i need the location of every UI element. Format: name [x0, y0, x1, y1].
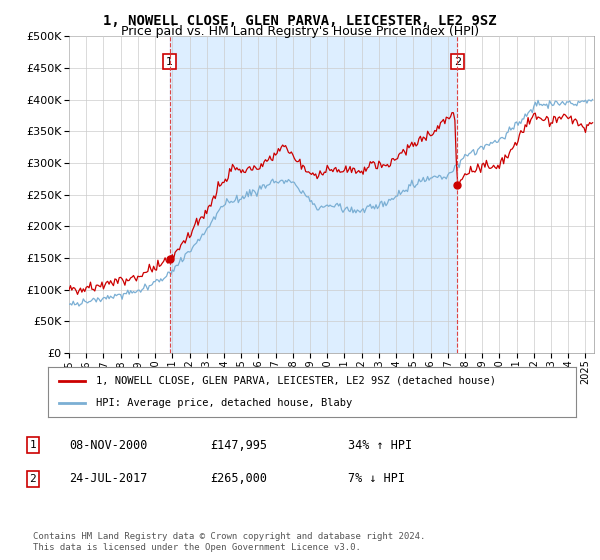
Text: 1: 1 [29, 440, 37, 450]
Text: £147,995: £147,995 [210, 438, 267, 452]
Text: HPI: Average price, detached house, Blaby: HPI: Average price, detached house, Blab… [95, 398, 352, 408]
Text: 1, NOWELL CLOSE, GLEN PARVA, LEICESTER, LE2 9SZ (detached house): 1, NOWELL CLOSE, GLEN PARVA, LEICESTER, … [95, 376, 496, 386]
Text: 2: 2 [454, 57, 461, 67]
Text: £265,000: £265,000 [210, 472, 267, 486]
Text: 1, NOWELL CLOSE, GLEN PARVA, LEICESTER, LE2 9SZ: 1, NOWELL CLOSE, GLEN PARVA, LEICESTER, … [103, 14, 497, 28]
Text: Contains HM Land Registry data © Crown copyright and database right 2024.
This d: Contains HM Land Registry data © Crown c… [33, 532, 425, 552]
Bar [170, 36, 457, 353]
Bar [170, 36, 457, 353]
Text: 2: 2 [29, 474, 37, 484]
Text: 24-JUL-2017: 24-JUL-2017 [69, 472, 148, 486]
Text: Price paid vs. HM Land Registry's House Price Index (HPI): Price paid vs. HM Land Registry's House … [121, 25, 479, 38]
Text: 7% ↓ HPI: 7% ↓ HPI [348, 472, 405, 486]
Text: 34% ↑ HPI: 34% ↑ HPI [348, 438, 412, 452]
Text: 08-NOV-2000: 08-NOV-2000 [69, 438, 148, 452]
Text: 1: 1 [166, 57, 173, 67]
